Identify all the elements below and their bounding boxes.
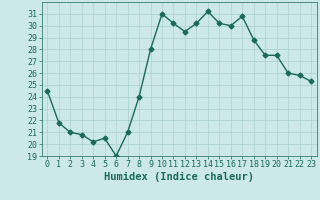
X-axis label: Humidex (Indice chaleur): Humidex (Indice chaleur) [104,172,254,182]
